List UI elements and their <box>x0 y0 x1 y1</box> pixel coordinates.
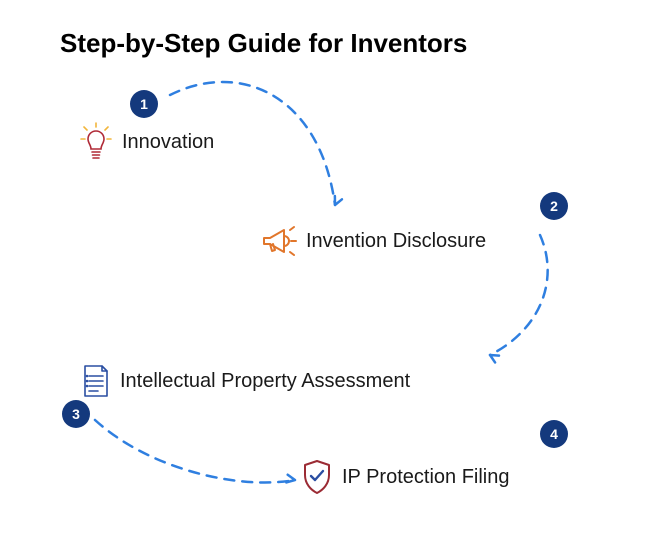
arrow-1-head <box>335 196 342 205</box>
arrow-3-head <box>286 475 295 483</box>
megaphone-icon <box>260 224 298 258</box>
step-1-label: Innovation <box>122 131 214 154</box>
shield-icon <box>300 458 334 496</box>
step-badge-4: 4 <box>540 420 568 448</box>
step-4-label: IP Protection Filing <box>342 466 510 489</box>
arrow-2 <box>490 235 548 355</box>
arrow-2-head <box>490 355 499 362</box>
step-badge-3: 3 <box>62 400 90 428</box>
step-2-label: Invention Disclosure <box>306 230 486 253</box>
step-2: Invention Disclosure <box>260 224 486 258</box>
document-icon <box>80 362 112 400</box>
step-4: IP Protection Filing <box>300 458 510 496</box>
step-1: Innovation <box>78 122 214 162</box>
step-3: Intellectual Property Assessment <box>80 362 410 400</box>
arrow-3 <box>95 420 295 483</box>
step-3-label: Intellectual Property Assessment <box>120 370 410 393</box>
step-badge-2: 2 <box>540 192 568 220</box>
page-title: Step-by-Step Guide for Inventors <box>60 28 467 59</box>
step-badge-1: 1 <box>130 90 158 118</box>
lightbulb-icon <box>78 122 114 162</box>
